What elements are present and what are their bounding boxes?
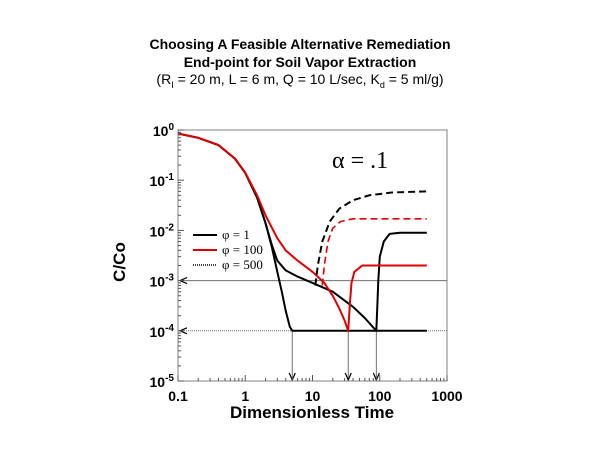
series-line-4 (321, 218, 427, 286)
y-tick-label: 100 (153, 122, 175, 139)
plot-frame (177, 129, 448, 382)
y-tick-label: 10-2 (150, 222, 175, 239)
endpoint-arrowhead (344, 372, 352, 382)
y-tick-exponent: -2 (165, 222, 174, 233)
axes (177, 129, 448, 382)
y-tick-base: 10 (153, 123, 169, 139)
y-tick-exponent: 0 (168, 122, 174, 133)
params-sub-i: I (171, 79, 174, 90)
x-tick-label: 100 (368, 388, 392, 404)
params-mid: = 20 m, L = 6 m, Q = 10 L/sec, K (173, 71, 380, 87)
y-tick-label: 10-4 (150, 323, 175, 340)
series-line-3 (314, 190, 427, 286)
params-suffix: = 5 ml/g) (384, 71, 444, 87)
ticks (177, 129, 448, 382)
series-line-0 (177, 132, 427, 332)
chart-title: Choosing A Feasible Alternative Remediat… (149, 36, 451, 52)
y-tick-exponent: -1 (165, 172, 174, 183)
chart-subtitle: End-point for Soil Vapor Extraction (183, 54, 417, 70)
x-tick-label: 0.1 (168, 388, 188, 404)
y-tick-base: 10 (150, 173, 166, 189)
y-tick-base: 10 (150, 223, 166, 239)
series-lines (177, 132, 427, 332)
alpha-annotation: α = .1 (332, 148, 388, 174)
alpha-annotation-text: α = .1 (332, 148, 388, 174)
y-tick-exponent: -5 (165, 373, 174, 384)
reference-lines (178, 277, 447, 382)
y-tick-exponent: -3 (165, 273, 174, 284)
y-tick-base: 10 (150, 374, 166, 390)
y-tick-base: 10 (150, 274, 166, 290)
params-prefix: (R (156, 71, 172, 87)
legend-label-1: φ = 100 (222, 242, 263, 257)
x-tick-label: 1 (241, 388, 249, 404)
x-tick-label: 10 (305, 388, 321, 404)
y-tick-label: 10-1 (150, 172, 175, 189)
params-sub-d: d (379, 79, 385, 90)
series-line-1 (177, 132, 427, 332)
y-axis-title: C/Co (110, 242, 129, 282)
legend-label-2: φ = 500 (222, 257, 263, 272)
y-tick-exponent: -4 (165, 323, 174, 334)
series-line-2 (177, 132, 427, 332)
legend-label-0: φ = 1 (222, 227, 250, 242)
y-tick-label: 10-3 (150, 273, 175, 290)
x-axis-title: Dimensionless Time (230, 403, 394, 422)
chart-parameters: (RI = 20 m, L = 6 m, Q = 10 L/sec, Kd = … (0, 71, 600, 90)
y-tick-label: 10-5 (150, 373, 175, 390)
x-tick-label: 1000 (431, 388, 462, 404)
y-tick-base: 10 (150, 324, 166, 340)
